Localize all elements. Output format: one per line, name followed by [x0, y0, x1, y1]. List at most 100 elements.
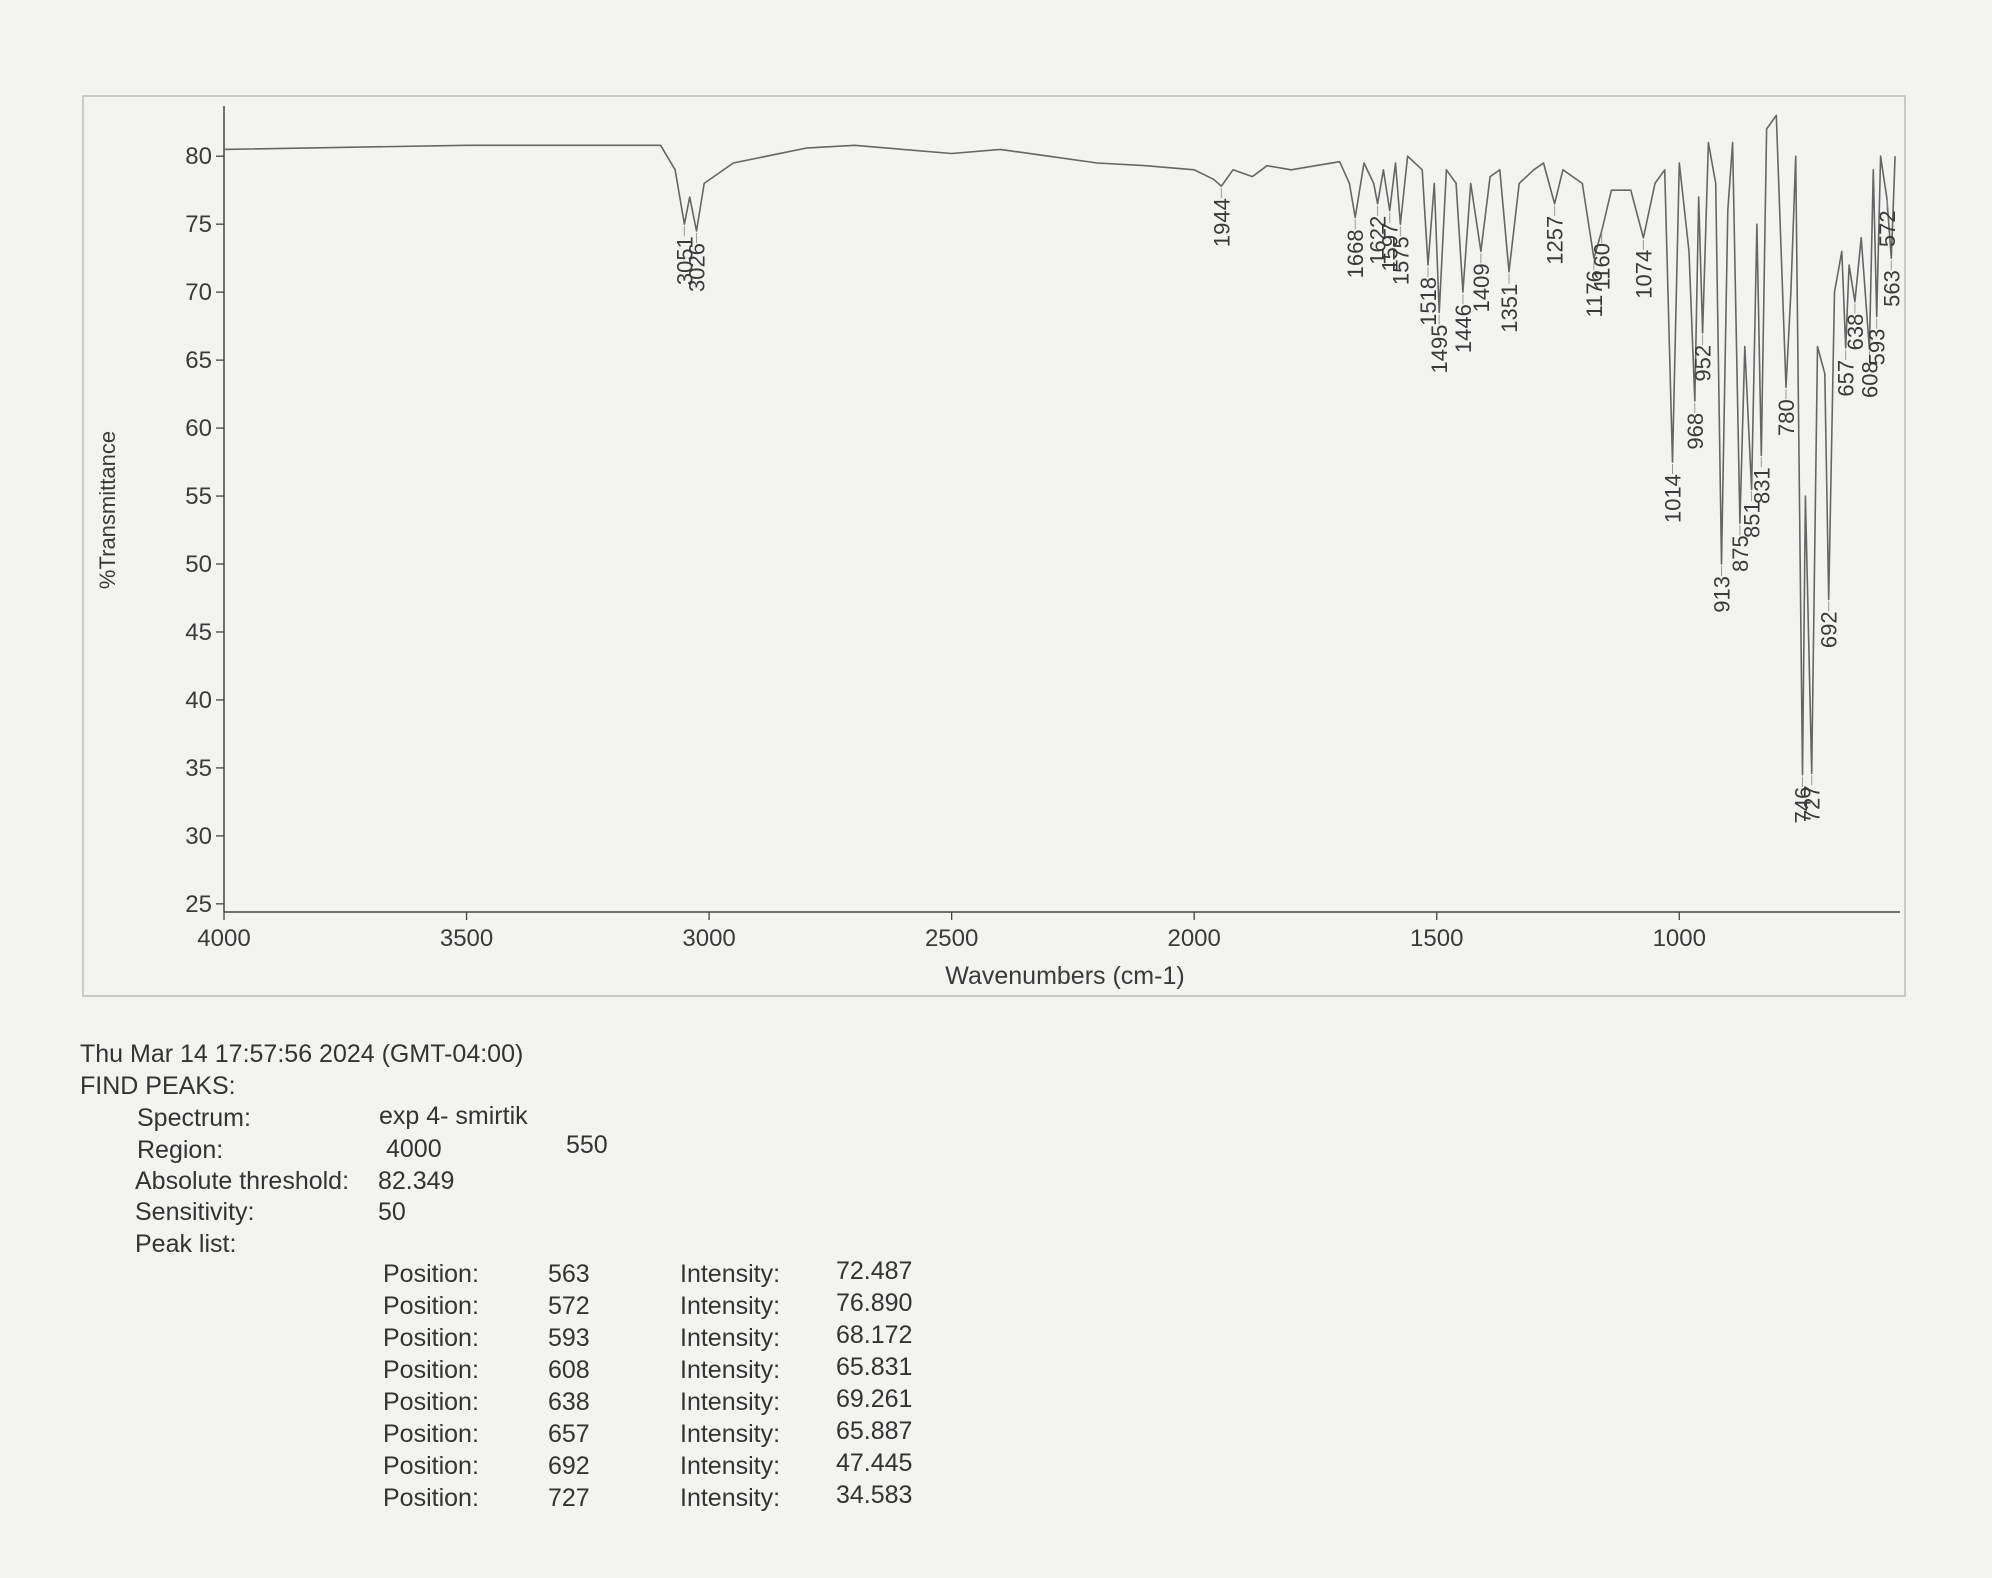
peak-label: 1351 — [1497, 284, 1522, 333]
position-value: 593 — [548, 1324, 590, 1352]
field-label: Peak list: — [135, 1230, 237, 1258]
peak-label: 572 — [1875, 210, 1900, 247]
y-tick-label: 65 — [185, 347, 212, 374]
intensity-label: Intensity: — [680, 1484, 781, 1512]
peak-label: 3026 — [684, 243, 709, 292]
position-value: 572 — [548, 1292, 590, 1320]
x-tick-label: 2000 — [1167, 925, 1220, 952]
field-value: 550 — [566, 1131, 608, 1159]
intensity-value: 76.890 — [836, 1289, 913, 1317]
peak-label: 1575 — [1388, 236, 1413, 285]
y-tick-label: 50 — [185, 551, 212, 578]
intensity-label: Intensity: — [680, 1324, 781, 1352]
position-label: Position: — [383, 1420, 479, 1448]
intensity-label: Intensity: — [680, 1420, 781, 1448]
y-tick-label: 55 — [185, 483, 212, 510]
peak-label: 831 — [1749, 467, 1774, 504]
peak-label: 1176 — [1582, 270, 1607, 317]
field-value: 82.349 — [378, 1167, 455, 1195]
peak-label: 692 — [1817, 611, 1842, 648]
peak-label: 1014 — [1660, 474, 1685, 523]
peak-label: 780 — [1774, 399, 1799, 436]
peak-label: 1160 — [1590, 243, 1615, 290]
x-tick-label: 3500 — [440, 925, 493, 952]
position-value: 727 — [548, 1484, 590, 1512]
intensity-value: 47.445 — [836, 1449, 913, 1477]
chart-frame — [82, 95, 1906, 997]
position-label: Position: — [383, 1324, 479, 1352]
position-value: 638 — [548, 1388, 590, 1416]
field-label: Absolute threshold: — [135, 1167, 350, 1195]
intensity-label: Intensity: — [680, 1388, 781, 1416]
intensity-label: Intensity: — [680, 1452, 781, 1480]
y-tick-label: 45 — [185, 619, 212, 646]
peak-label: 746 — [1790, 787, 1815, 824]
spectrum-line — [223, 114, 1896, 776]
intensity-value: 34.583 — [836, 1481, 913, 1509]
position-label: Position: — [383, 1292, 479, 1320]
peak-label: 952 — [1691, 345, 1716, 382]
peak-label: 1495 — [1427, 325, 1452, 374]
peak-label: 593 — [1865, 329, 1890, 366]
intensity-value: 68.172 — [836, 1321, 913, 1349]
intensity-value: 69.261 — [836, 1385, 913, 1413]
peak-label: 563 — [1879, 270, 1904, 307]
y-tick-label: 40 — [185, 687, 212, 714]
intensity-label: Intensity: — [680, 1260, 781, 1288]
intensity-label: Intensity: — [680, 1356, 781, 1384]
peak-label: 1622 — [1366, 216, 1391, 265]
peak-label: 638 — [1843, 314, 1868, 351]
field-value: 50 — [378, 1198, 406, 1226]
x-tick-label: 3000 — [682, 925, 735, 952]
peak-label: 1597 — [1378, 223, 1403, 272]
y-tick-label: 30 — [185, 823, 212, 850]
y-tick-label: 35 — [185, 755, 212, 782]
intensity-value: 65.831 — [836, 1353, 913, 1381]
intensity-label: Intensity: — [680, 1292, 781, 1320]
field-label: Sensitivity: — [135, 1198, 255, 1226]
peak-label: 727 — [1800, 785, 1825, 822]
position-label: Position: — [383, 1260, 479, 1288]
peak-label: 608 — [1857, 361, 1882, 398]
y-tick-label: 80 — [185, 143, 212, 170]
y-tick-label: 60 — [185, 415, 212, 442]
y-axis-title: %Transmittance — [95, 431, 120, 589]
position-label: Position: — [383, 1356, 479, 1384]
position-value: 608 — [548, 1356, 590, 1384]
peak-label: 1944 — [1209, 198, 1234, 247]
peak-label: 913 — [1709, 576, 1734, 613]
field-value: 4000 — [386, 1135, 442, 1163]
peak-label: 968 — [1683, 413, 1708, 450]
y-tick-label: 25 — [185, 891, 212, 918]
position-value: 563 — [548, 1260, 590, 1288]
field-label: Region: — [137, 1136, 224, 1164]
intensity-value: 72.487 — [836, 1257, 913, 1285]
y-tick-label: 75 — [185, 211, 212, 238]
x-axis-title: Wavenumbers (cm-1) — [945, 962, 1184, 990]
peak-label: 875 — [1728, 535, 1753, 572]
position-label: Position: — [383, 1388, 479, 1416]
position-label: Position: — [383, 1484, 479, 1512]
peak-label: 1446 — [1451, 304, 1476, 353]
chart: %Transmittance Wavenumbers (cm-1) 25 30 35… — [82, 95, 1906, 997]
peak-label: 851 — [1740, 501, 1765, 538]
timestamp: Thu Mar 14 17:57:56 2024 (GMT-04:00) — [80, 1040, 524, 1068]
x-tick-label: 4000 — [197, 925, 250, 952]
field-label: Spectrum: — [137, 1104, 251, 1132]
x-tick-label: 1000 — [1653, 925, 1706, 952]
x-tick-label: 2500 — [925, 925, 978, 952]
peak-label: 3051 — [672, 236, 697, 285]
field-value: exp 4- smirtik — [379, 1102, 528, 1130]
y-tick-label: 70 — [185, 279, 212, 306]
position-value: 692 — [548, 1452, 590, 1480]
peak-label: 1257 — [1543, 216, 1568, 265]
peak-label: 657 — [1834, 360, 1859, 397]
peak-label: 1409 — [1469, 263, 1494, 312]
x-tick-label: 1500 — [1410, 925, 1463, 952]
heading: FIND PEAKS: — [80, 1072, 236, 1100]
intensity-value: 65.887 — [836, 1417, 913, 1445]
position-label: Position: — [383, 1452, 479, 1480]
peak-label: 1518 — [1416, 277, 1441, 326]
position-value: 657 — [548, 1420, 590, 1448]
